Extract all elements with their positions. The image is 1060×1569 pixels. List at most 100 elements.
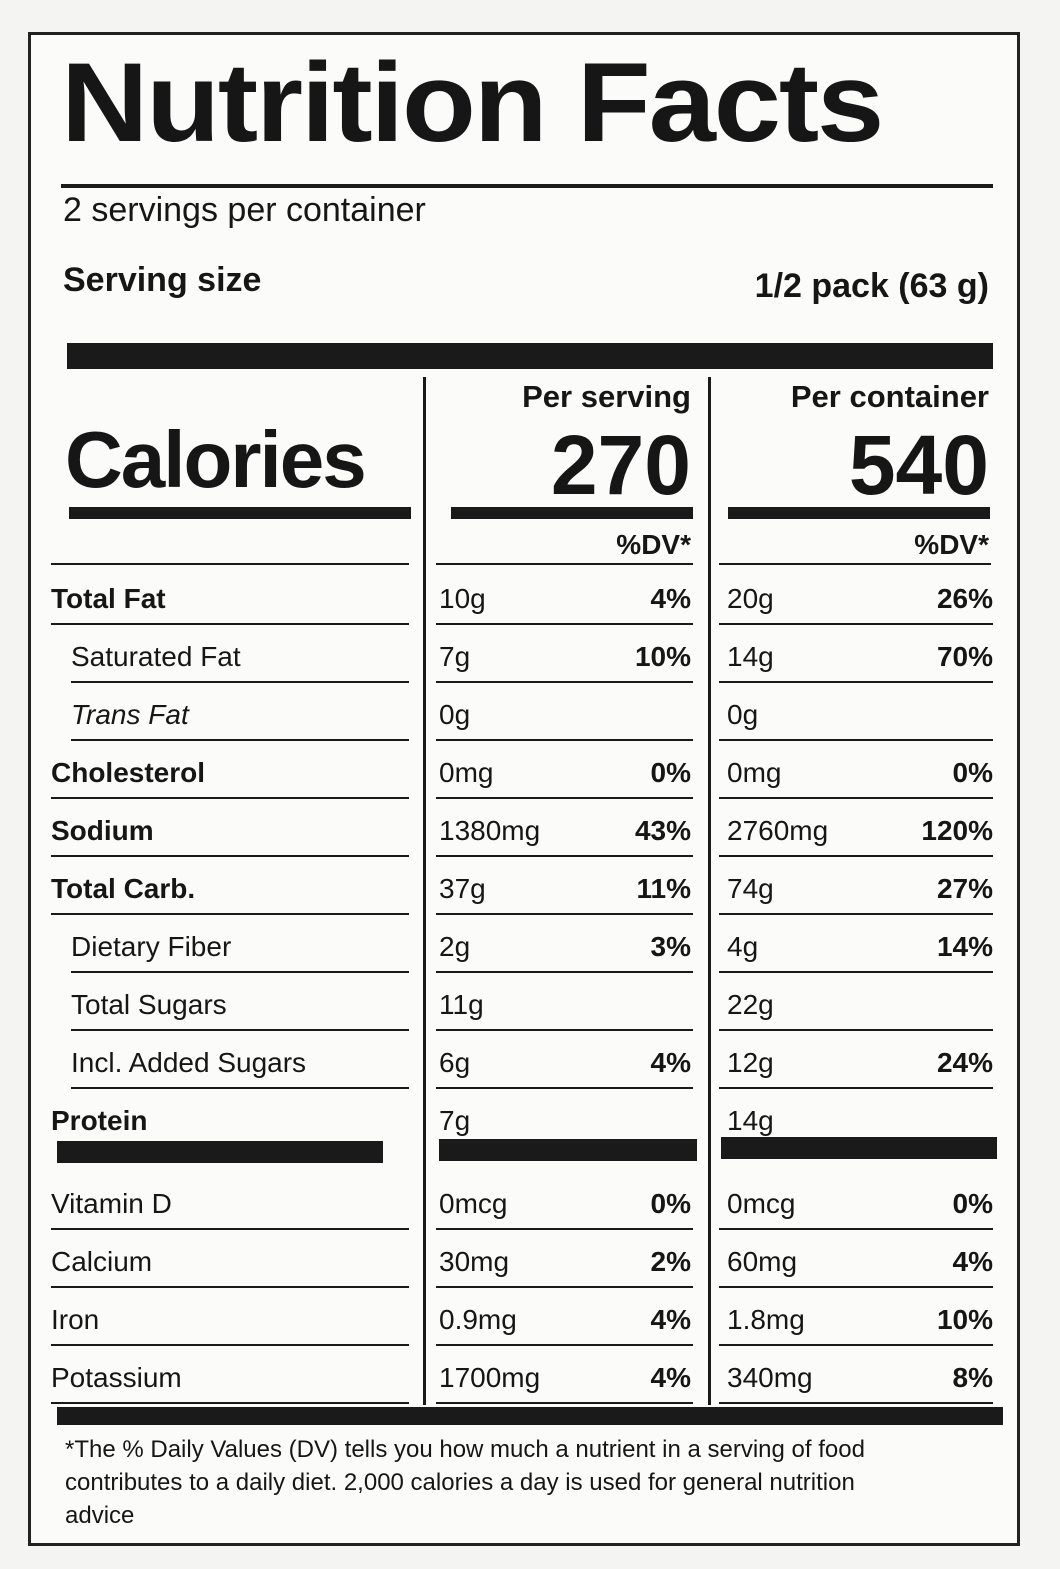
servings: 2 servings per container	[63, 191, 426, 229]
thick-rule	[57, 1141, 383, 1163]
rule	[436, 623, 693, 625]
nutrient-name: Trans Fat	[71, 699, 189, 730]
rule	[719, 855, 993, 857]
container-dv: 0%	[952, 757, 993, 788]
serving-dv: 43%	[634, 815, 691, 846]
container-amount: 14g	[727, 641, 774, 672]
container-amount: 0mg	[727, 757, 782, 788]
serving-size-value: 1/2 pack (63 g)	[754, 267, 989, 305]
serving-dv: 3%	[650, 931, 691, 962]
rule	[436, 855, 693, 857]
rule	[719, 681, 993, 683]
nutrient-name: Iron	[51, 1304, 100, 1335]
container-amount: 14g	[727, 1105, 774, 1136]
rule	[51, 623, 409, 625]
serving-amount: 1380mg	[439, 815, 541, 846]
rule	[719, 1286, 993, 1288]
rule	[436, 681, 693, 683]
rule	[436, 739, 693, 741]
rule	[71, 681, 409, 683]
container-amount: 20g	[727, 583, 774, 614]
rule	[719, 1228, 993, 1230]
per-container-header: Per container	[790, 379, 989, 414]
nutrient-name: Potassium	[51, 1362, 182, 1393]
container-amount: 74g	[727, 873, 774, 904]
thick-rule	[439, 1139, 697, 1161]
rule	[51, 1402, 409, 1404]
dv-header: %DV*	[616, 529, 691, 560]
nutrient-name: Total Sugars	[71, 989, 227, 1020]
rule	[436, 563, 693, 565]
serving-dv: 0%	[650, 757, 691, 788]
serving-amount: 7g	[439, 1105, 471, 1136]
container-dv: 8%	[952, 1362, 993, 1393]
rule	[728, 507, 990, 519]
container-amount: 0g	[727, 699, 759, 730]
container-amount: 340mg	[727, 1362, 813, 1393]
rule	[436, 1286, 693, 1288]
nutrition-label: Nutrition Facts 2 servings per container…	[28, 32, 1020, 1546]
serving-amount: 0mg	[439, 757, 494, 788]
calories-label: Calories	[65, 415, 367, 504]
serving-dv: 4%	[650, 583, 691, 614]
serving-amount: 1700mg	[439, 1362, 541, 1393]
nutrient-name: Incl. Added Sugars	[71, 1047, 307, 1078]
container-amount: 12g	[727, 1047, 774, 1078]
column-divider	[708, 377, 711, 1405]
nutrient-name: Cholesterol	[51, 757, 206, 788]
per-serving-header: Per serving	[522, 379, 691, 414]
rule	[51, 855, 409, 857]
container-dv: 70%	[936, 641, 993, 672]
rule	[436, 1402, 693, 1404]
container-dv: 26%	[936, 583, 993, 614]
rule	[436, 913, 693, 915]
serving-dv: 2%	[650, 1246, 691, 1277]
serving-amount: 0.9mg	[439, 1304, 517, 1335]
rule	[71, 1029, 409, 1031]
rule	[51, 1286, 409, 1288]
container-dv: 14%	[936, 931, 993, 962]
thick-rule	[721, 1137, 997, 1159]
rule	[436, 1029, 693, 1031]
rule	[436, 797, 693, 799]
nutrient-name: Vitamin D	[51, 1188, 172, 1219]
rule	[51, 1228, 409, 1230]
container-dv: 27%	[936, 873, 993, 904]
rule	[436, 971, 693, 973]
rule	[719, 1029, 993, 1031]
rule	[71, 739, 409, 741]
footnote: *The % Daily Values (DV) tells you how m…	[65, 1436, 865, 1529]
serving-dv: 4%	[650, 1362, 691, 1393]
rule	[719, 1087, 993, 1089]
rule	[719, 623, 993, 625]
rule	[51, 563, 409, 565]
container-amount: 60mg	[727, 1246, 798, 1277]
nutrient-name: Sodium	[51, 815, 154, 846]
serving-amount: 2g	[439, 931, 471, 962]
rule	[436, 1228, 693, 1230]
serving-amount: 37g	[439, 873, 486, 904]
container-dv: 24%	[936, 1047, 993, 1078]
rule	[719, 913, 993, 915]
serving-dv: 4%	[650, 1047, 691, 1078]
rule	[51, 1344, 409, 1346]
rule	[69, 507, 411, 519]
serving-amount: 10g	[439, 583, 486, 614]
container-dv: 4%	[952, 1246, 993, 1277]
rule	[61, 184, 993, 188]
thick-rule	[57, 1407, 1003, 1425]
calories-per-container: 540	[848, 418, 989, 512]
calories-per-serving: 270	[550, 418, 691, 512]
rule	[71, 1087, 409, 1089]
serving-dv: 4%	[650, 1304, 691, 1335]
container-amount: 4g	[727, 931, 759, 962]
nutrient-name: Total Fat	[51, 583, 166, 614]
container-amount: 2760mg	[727, 815, 829, 846]
nutrient-name: Calcium	[51, 1246, 153, 1277]
rule	[719, 971, 993, 973]
rule	[719, 739, 993, 741]
serving-amount: 11g	[439, 989, 484, 1020]
serving-size-label: Serving size	[63, 261, 262, 299]
rule	[436, 1344, 693, 1346]
